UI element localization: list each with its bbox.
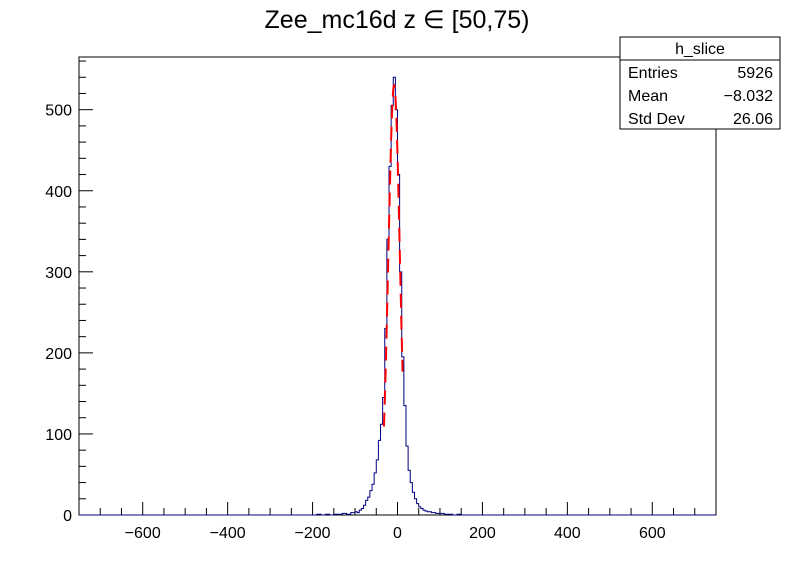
y-tick-label: 400 (45, 184, 72, 201)
y-tick-label: 0 (63, 508, 72, 525)
stats-box-name: h_slice (675, 41, 725, 58)
stats-mean-label: Mean (628, 88, 668, 105)
x-axis: −600 −400 −200 0 200 400 600 (78, 502, 717, 542)
y-tick-label: 300 (45, 265, 72, 282)
stats-stddev-value: 26.06 (733, 111, 773, 128)
histogram-series-h-slice (79, 76, 716, 516)
x-tick-label: 600 (639, 525, 666, 542)
stats-box: h_slice Entries 5926 Mean −8.032 Std Dev… (619, 36, 781, 130)
x-tick-label: 400 (554, 525, 581, 542)
stats-entries-value: 5926 (737, 65, 773, 82)
stats-box-frame (619, 36, 781, 130)
y-axis: 0 100 200 300 400 500 (45, 60, 93, 525)
stats-mean-value: −8.032 (724, 88, 773, 105)
y-tick-label: 100 (45, 427, 72, 444)
gaussian-fit-curve (382, 83, 404, 427)
x-tick-label: 0 (393, 525, 402, 542)
chart-title: Zee_mc16d z ∈ [50,75) (265, 6, 530, 34)
stats-entries-label: Entries (628, 65, 678, 82)
x-tick-label: 200 (469, 525, 496, 542)
y-tick-label: 200 (45, 346, 72, 363)
x-tick-label: −600 (125, 525, 161, 542)
y-tick-label: 500 (45, 103, 72, 120)
x-tick-label: −400 (210, 525, 246, 542)
stats-stddev-label: Std Dev (628, 111, 685, 128)
x-tick-label: −200 (295, 525, 331, 542)
